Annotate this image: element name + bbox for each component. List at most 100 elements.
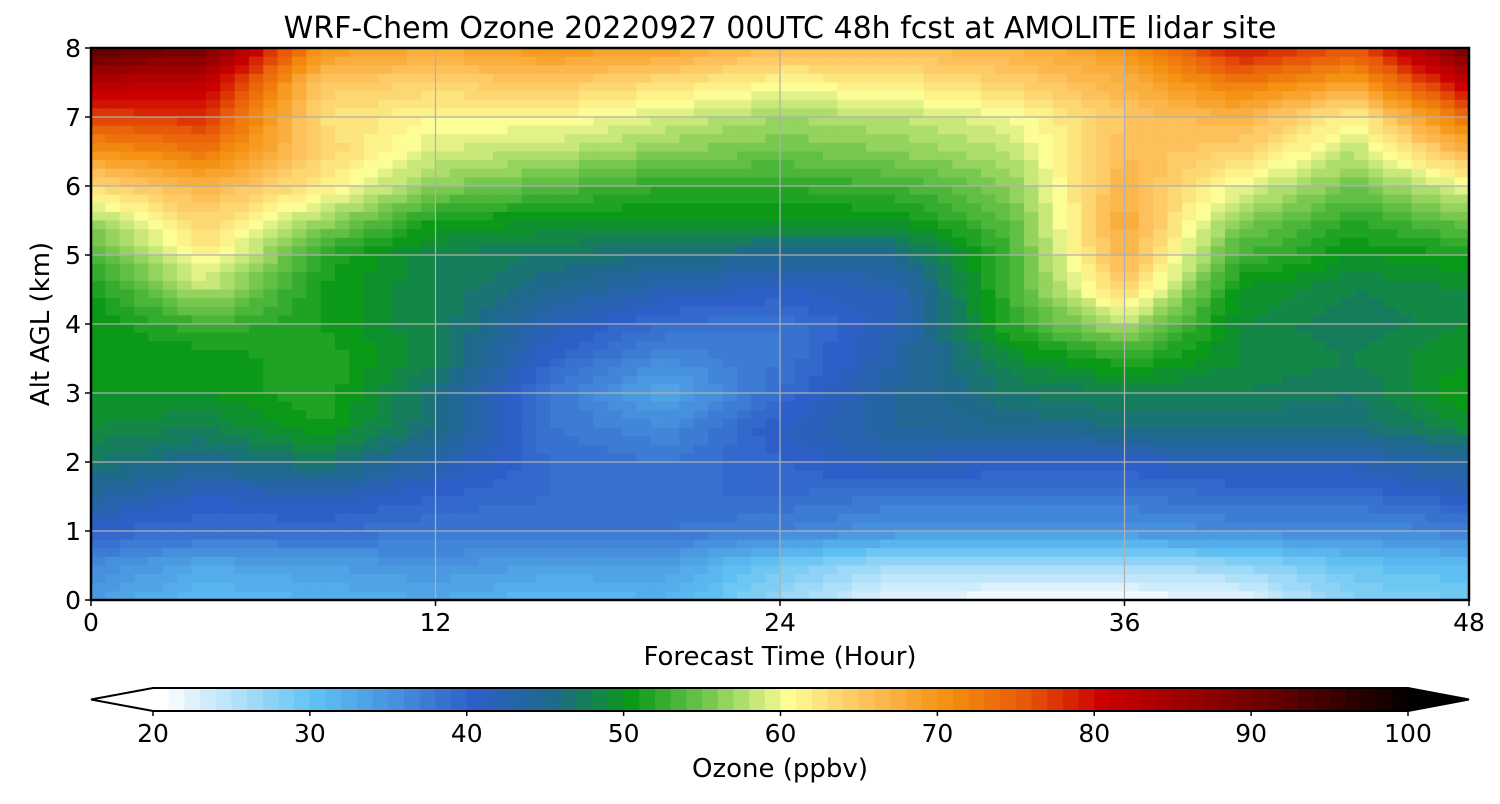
heatmap-cell <box>191 151 207 161</box>
heatmap-cell <box>1167 73 1183 84</box>
heatmap-cell <box>966 367 982 377</box>
heatmap-cell <box>148 453 164 463</box>
heatmap-cell <box>105 168 121 178</box>
heatmap-cell <box>722 367 738 377</box>
heatmap-cell <box>1095 479 1111 489</box>
heatmap-cell <box>478 272 494 282</box>
heatmap-cell <box>105 186 121 196</box>
heatmap-cell <box>851 453 867 463</box>
heatmap-cell <box>363 229 379 239</box>
heatmap-cell <box>363 142 379 153</box>
heatmap-cell <box>866 332 882 342</box>
heatmap-cell <box>837 315 853 325</box>
heatmap-cell <box>736 487 752 498</box>
heatmap-cell <box>880 272 896 282</box>
heatmap-cell <box>1138 298 1154 308</box>
heatmap-cell <box>1382 367 1398 377</box>
heatmap-cell <box>693 117 709 127</box>
heatmap-cell <box>1253 375 1269 385</box>
heatmap-cell <box>464 246 480 256</box>
heatmap-cell <box>277 108 293 118</box>
heatmap-cell <box>1181 151 1197 161</box>
heatmap-cell <box>736 401 752 411</box>
heatmap-cell <box>449 358 465 368</box>
heatmap-cell <box>607 427 623 437</box>
heatmap-cell <box>1454 358 1470 368</box>
heatmap-cell <box>406 436 422 446</box>
heatmap-cell <box>564 168 580 178</box>
heatmap-cell <box>248 237 264 247</box>
heatmap-cell <box>665 177 681 187</box>
heatmap-cell <box>1425 401 1441 411</box>
heatmap-cell <box>1153 384 1169 394</box>
heatmap-cell <box>1296 410 1312 420</box>
heatmap-cell <box>105 134 121 144</box>
heatmap-cell <box>564 151 580 161</box>
heatmap-cell <box>521 194 537 204</box>
heatmap-cell <box>291 108 307 118</box>
heatmap-cell <box>1210 349 1226 360</box>
heatmap-cell <box>1153 142 1169 153</box>
heatmap-cell <box>1354 332 1370 342</box>
heatmap-cell <box>1454 65 1470 75</box>
heatmap-cell <box>378 108 394 118</box>
heatmap-cell <box>679 56 695 66</box>
heatmap-cell <box>593 177 609 187</box>
heatmap-cell <box>923 418 939 429</box>
heatmap-cell <box>162 393 178 403</box>
heatmap-cell <box>1038 332 1054 342</box>
heatmap-cell <box>665 315 681 325</box>
heatmap-cell <box>665 375 681 385</box>
heatmap-cell <box>1052 470 1068 480</box>
heatmap-cell <box>1167 160 1183 170</box>
heatmap-cell <box>291 82 307 92</box>
heatmap-cell <box>1081 186 1097 196</box>
heatmap-cell <box>220 418 236 429</box>
heatmap-cell <box>1167 117 1183 127</box>
heatmap-cell <box>679 237 695 247</box>
heatmap-cell <box>291 453 307 463</box>
heatmap-cell <box>1253 255 1269 265</box>
heatmap-cell <box>464 65 480 75</box>
heatmap-cell <box>1095 142 1111 153</box>
heatmap-cell <box>234 418 250 429</box>
heatmap-cell <box>191 160 207 170</box>
heatmap-cell <box>708 134 724 144</box>
heatmap-cell <box>636 142 652 153</box>
heatmap-cell <box>1067 306 1083 316</box>
heatmap-cell <box>492 367 508 377</box>
heatmap-cell <box>421 151 437 161</box>
heatmap-cell <box>593 436 609 446</box>
heatmap-cell <box>1181 436 1197 446</box>
heatmap-cell <box>1224 125 1240 135</box>
heatmap-cell <box>808 393 824 403</box>
heatmap-cell <box>780 246 795 256</box>
heatmap-cell <box>464 479 480 489</box>
heatmap-cell <box>751 48 767 58</box>
heatmap-cell <box>91 453 106 463</box>
heatmap-cell <box>1181 73 1197 84</box>
heatmap-cell <box>1181 479 1197 489</box>
heatmap-cell <box>1411 418 1427 429</box>
heatmap-cell <box>1411 237 1427 247</box>
heatmap-cell <box>622 444 638 454</box>
heatmap-cell <box>579 168 594 178</box>
heatmap-cell <box>736 263 752 273</box>
heatmap-cell <box>248 82 264 92</box>
heatmap-cell <box>1296 470 1312 480</box>
heatmap-cell <box>693 332 709 342</box>
heatmap-cell <box>148 272 164 282</box>
heatmap-cell <box>980 349 996 360</box>
heatmap-cell <box>435 229 451 239</box>
heatmap-cell <box>277 220 293 230</box>
heatmap-cell <box>320 453 336 463</box>
heatmap-cell <box>880 436 896 446</box>
heatmap-cell <box>335 177 350 187</box>
heatmap-cell <box>1296 289 1312 299</box>
heatmap-cell <box>923 306 939 316</box>
heatmap-cell <box>1181 427 1197 437</box>
heatmap-cell <box>1268 298 1283 308</box>
heatmap-cell <box>823 410 839 420</box>
heatmap-cell <box>1368 418 1384 429</box>
heatmap-cell <box>808 410 824 420</box>
